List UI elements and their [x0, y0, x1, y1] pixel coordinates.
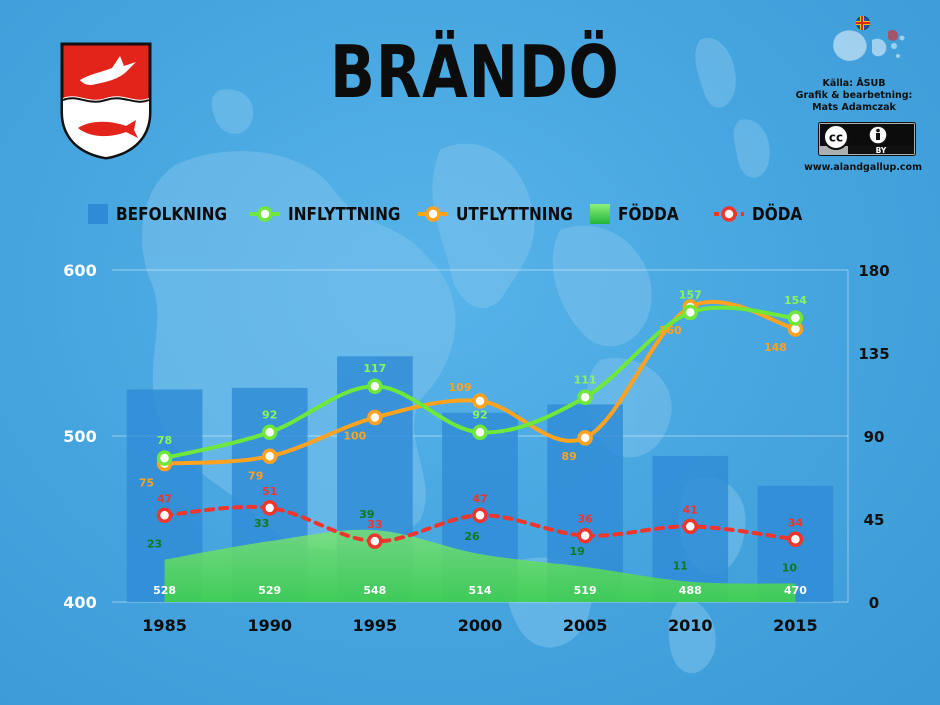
creative-commons-badge: cc BY — [818, 122, 916, 156]
fodda-area — [164, 529, 796, 602]
fodda-value-label: 11 — [673, 560, 688, 573]
befolkning-value-label: 529 — [258, 584, 281, 597]
left-axis-tick: 500 — [63, 427, 96, 446]
inflyttning-value-label: 92 — [472, 408, 487, 421]
doda-point — [472, 507, 488, 524]
utflyttning-point — [261, 448, 278, 465]
utflyttning-value-label: 79 — [248, 469, 263, 482]
befolkning-value-label: 519 — [574, 584, 597, 597]
fodda-value-label: 33 — [254, 517, 269, 530]
inflyttning-value-label: 154 — [784, 294, 807, 307]
fodda-value-label: 26 — [464, 530, 480, 543]
blue-square-icon — [88, 204, 108, 224]
doda-value-label: 33 — [367, 518, 382, 531]
x-axis-label: 1985 — [142, 616, 187, 635]
inflyttning-point — [367, 378, 383, 394]
right-axis-tick: 0 — [869, 594, 879, 612]
doda-point — [261, 500, 278, 516]
inflyttning-point — [472, 424, 488, 441]
license-badge-label: BY — [876, 146, 887, 155]
legend-item-fodda: FÖDDA — [590, 200, 689, 228]
doda-value-label: 36 — [577, 513, 593, 526]
inflyttning-value-label: 117 — [363, 362, 386, 375]
inflyttning-point — [787, 310, 804, 326]
legend-item-doda: DÖDA — [714, 200, 811, 228]
fodda-value-label: 19 — [569, 545, 584, 558]
befolkning-value-label: 548 — [363, 584, 386, 597]
x-axis-label: 1995 — [353, 616, 398, 635]
befolkning-value-label: 488 — [679, 584, 702, 597]
legend-item-utflyttning: UTFLYTTNING — [418, 200, 593, 228]
utflyttning-value-label: 100 — [343, 430, 366, 443]
doda-value-label: 47 — [157, 492, 172, 505]
green-gradient-square-icon — [590, 204, 610, 224]
inflyttning-point — [156, 450, 173, 466]
red-ring-dashed-icon — [714, 206, 744, 222]
utflyttning-point — [472, 393, 488, 409]
befolkning-value-label: 528 — [153, 584, 176, 597]
fodda-value-label: 39 — [359, 508, 374, 521]
legend-item-inflyttning: INFLYTTNING — [250, 200, 420, 228]
inflyttning-point — [577, 389, 593, 406]
credit-line-2: Mats Adamczak — [812, 102, 896, 113]
inflyttning-point — [261, 424, 278, 441]
left-axis-tick: 600 — [63, 261, 96, 280]
source-line: Källa: ÅSUB — [822, 78, 886, 89]
cc-icon: cc — [829, 131, 843, 145]
aland-minimap — [833, 29, 905, 61]
doda-value-label: 34 — [788, 516, 804, 529]
right-axis-tick: 45 — [864, 511, 885, 529]
doda-point — [156, 507, 173, 524]
municipal-coat-of-arms — [60, 42, 152, 160]
befolkning-value-label: 514 — [469, 584, 492, 597]
utflyttning-value-label: 148 — [764, 341, 787, 354]
utflyttning-point — [577, 430, 593, 446]
x-axis-label: 2000 — [458, 616, 503, 635]
doda-point — [787, 531, 804, 548]
doda-point — [682, 518, 699, 535]
utflyttning-value-label: 109 — [449, 381, 472, 394]
x-axis-label: 2015 — [773, 616, 818, 635]
credit-line-1: Grafik & bearbetning: — [795, 90, 913, 101]
x-axis-label: 1990 — [247, 616, 292, 635]
doda-value-label: 41 — [683, 503, 698, 516]
utflyttning-value-label: 160 — [659, 324, 682, 337]
fodda-value-label: 23 — [147, 538, 162, 551]
credits-block: Källa: ÅSUB Grafik & bearbetning: Mats A… — [784, 78, 924, 114]
utflyttning-value-label: 89 — [561, 450, 576, 463]
fodda-value-label: 10 — [782, 562, 798, 575]
aland-flag-icon — [856, 16, 870, 30]
inflyttning-point — [682, 304, 699, 321]
orange-ring-line-icon — [418, 206, 448, 222]
doda-value-label: 51 — [262, 485, 277, 498]
x-axis-label: 2010 — [668, 616, 713, 635]
green-ring-line-icon — [250, 206, 280, 222]
inflyttning-value-label: 92 — [262, 408, 277, 421]
website-url: www.alandgallup.com — [804, 162, 922, 173]
x-axis-label: 2005 — [563, 616, 608, 635]
right-axis-tick: 180 — [858, 262, 889, 280]
right-axis-tick: 135 — [858, 345, 889, 363]
doda-point — [577, 527, 593, 544]
doda-point — [367, 533, 383, 549]
inflyttning-value-label: 157 — [679, 288, 702, 301]
legend-item-befolkning: BEFOLKNING — [88, 200, 247, 228]
utflyttning-value-label: 75 — [139, 477, 154, 490]
inflyttning-value-label: 111 — [574, 373, 597, 386]
left-axis-tick: 400 — [63, 593, 96, 612]
right-axis-tick: 90 — [864, 428, 885, 446]
doda-value-label: 47 — [472, 492, 487, 505]
befolkning-value-label: 470 — [784, 584, 807, 597]
inflyttning-value-label: 78 — [157, 434, 172, 447]
utflyttning-point — [367, 409, 383, 426]
